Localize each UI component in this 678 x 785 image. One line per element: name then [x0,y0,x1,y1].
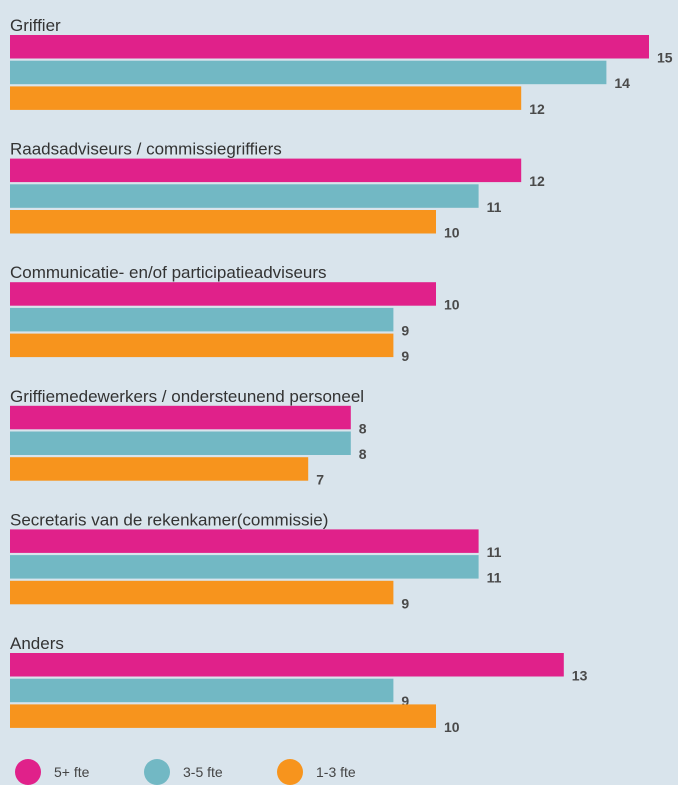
category-label: Griffier [10,16,61,35]
category-label: Griffiemedewerkers / ondersteunend perso… [10,387,364,406]
data-label: 9 [401,595,409,611]
bar [10,86,522,110]
data-label: 7 [316,472,324,488]
bar [10,35,649,59]
data-label: 11 [487,544,502,560]
bar [10,529,479,553]
bar [10,555,479,579]
bar [10,158,522,183]
legend-swatch [277,759,303,785]
data-label: 10 [444,719,460,735]
legend-label: 3-5 fte [183,764,223,780]
data-label: 11 [487,570,502,586]
legend-swatch [15,759,41,785]
bar [10,704,436,728]
category-label: Communicatie- en/of participatieadviseur… [10,263,327,282]
data-label: 10 [444,225,460,241]
data-label: 9 [401,348,409,364]
legend-swatch [144,759,170,785]
bar [10,307,394,332]
bar [10,405,351,430]
data-label: 14 [614,75,630,91]
bar [10,653,564,677]
category-label: Secretaris van de rekenkamer(commissie) [10,510,328,529]
bar [10,282,436,306]
category-label: Anders [10,634,64,653]
data-label: 10 [444,297,460,313]
data-label: 9 [401,693,409,709]
category-label: Raadsadviseurs / commissiegriffiers [10,140,282,159]
bar [10,333,394,358]
data-label: 12 [529,101,545,117]
data-label: 12 [529,173,545,189]
bar [10,580,394,605]
data-label: 9 [401,322,409,338]
bar [10,60,607,85]
data-label: 11 [487,199,502,215]
legend-label: 1-3 fte [316,764,356,780]
bar [10,210,436,234]
bar [10,431,351,455]
data-label: 13 [572,668,588,684]
data-label: 8 [359,420,367,436]
data-label: 8 [359,446,367,462]
bar [10,184,479,208]
data-label: 15 [657,50,673,66]
bar [10,457,309,481]
bar [10,678,394,703]
legend-label: 5+ fte [54,764,90,780]
